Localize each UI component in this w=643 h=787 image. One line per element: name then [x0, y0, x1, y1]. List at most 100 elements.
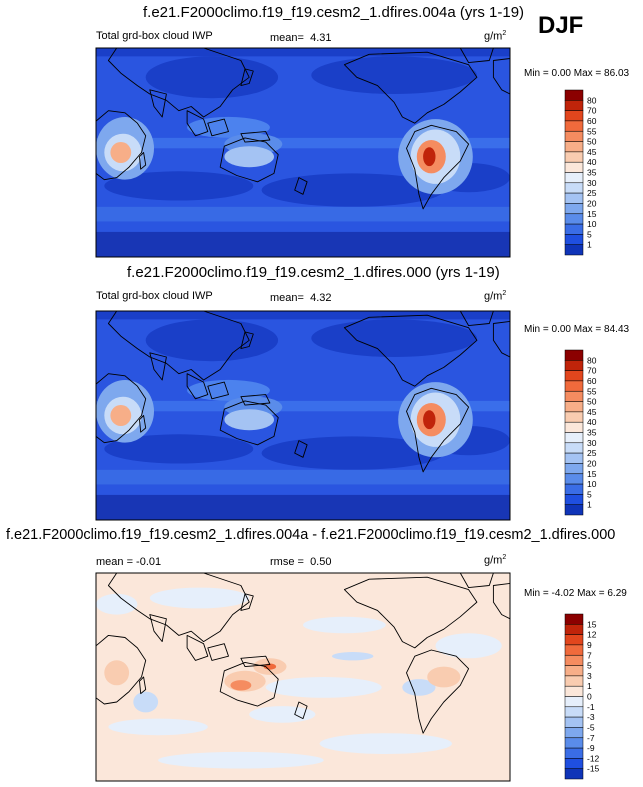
colorbar-swatch: [564, 391, 584, 402]
colorbar-swatch: [564, 120, 584, 132]
colorbar-tick-label: 5: [587, 489, 592, 499]
colorbar-tick-label: 20: [587, 458, 597, 468]
dry-zone: [104, 434, 254, 464]
coastline-india: [149, 89, 167, 118]
colorbar-swatch: [564, 151, 584, 163]
coastline-africa: [96, 110, 147, 181]
colorbar-tick-label: 50: [587, 397, 597, 407]
africa-convection-core: [110, 405, 132, 426]
colorbar-tick-label: 40: [587, 157, 597, 167]
panel1-units: g/m2: [484, 30, 507, 43]
panel3-rmse-label: rmse = 0.50: [270, 556, 332, 568]
polar-band: [96, 494, 510, 520]
coastline-seasia: [186, 110, 209, 137]
panel3-units: g/m2: [484, 554, 507, 567]
colorbar-swatch: [564, 401, 584, 413]
colorbar-swatch: [564, 141, 584, 153]
coastline-europe: [492, 582, 510, 620]
colorbar-tick-label: 50: [587, 137, 597, 147]
colorbar-swatch: [564, 644, 584, 656]
colorbar-swatch: [564, 473, 584, 485]
colorbar-tick-label: 60: [587, 376, 597, 386]
storm-track: [96, 469, 510, 485]
panel2-minmax: Min = 0.00 Max = 84.43: [524, 324, 630, 335]
colorbar-swatch: [564, 665, 584, 677]
coastline-madagascar: [139, 152, 147, 170]
colorbar-swatch: [564, 613, 584, 625]
colorbar-tick-label: 7: [587, 650, 592, 660]
colorbar-tick-label: 35: [587, 168, 597, 178]
coastline-newguinea: [240, 394, 271, 406]
colorbar-swatch: [564, 634, 584, 646]
colorbar-swatch: [564, 182, 584, 194]
colorbar-swatch: [564, 360, 584, 371]
colorbar-swatch: [564, 192, 584, 204]
colorbar-swatch: [564, 110, 584, 122]
colorbar-tick-label: -7: [587, 733, 595, 743]
polar-band: [96, 48, 510, 57]
coastline-asia: [107, 48, 250, 118]
colorbar-swatch: [564, 349, 584, 361]
colorbar-swatch: [564, 655, 584, 666]
colorbar-swatch: [564, 89, 584, 101]
colorbar-swatch: [564, 244, 584, 256]
coastline-madagascar: [139, 415, 147, 433]
colorbar-swatch: [564, 100, 584, 111]
map-frame: [95, 47, 511, 258]
itcz-band: [96, 400, 510, 412]
colorbar-tick-label: 55: [587, 126, 597, 136]
dry-zone: [311, 319, 477, 358]
coastline-borneo: [207, 381, 229, 400]
colorbar-swatch: [564, 768, 584, 780]
panel3-minmax: Min = -4.02 Max = 6.29: [524, 588, 627, 599]
coastline-greenland: [459, 311, 494, 327]
colorbar-tick-label: 3: [587, 671, 592, 681]
colorbar-swatch: [564, 747, 584, 759]
colorbar-tick-label: 15: [587, 619, 597, 629]
storm-track: [96, 206, 510, 222]
positive-anomaly: [104, 660, 130, 686]
colorbar-tick-label: -9: [587, 743, 595, 753]
panel2-mean-label: mean= 4.32: [270, 292, 332, 304]
colorbar-tick-label: 5: [587, 229, 592, 239]
colorbar-swatch: [564, 432, 584, 444]
colorbar-swatch: [564, 504, 584, 516]
colorbar-tick-label: 45: [587, 147, 597, 157]
panel1-mean-label: mean= 4.31: [270, 32, 332, 44]
colorbar-swatch: [564, 716, 584, 728]
colorbar-tick-label: 30: [587, 178, 597, 188]
negative-anomaly: [265, 677, 382, 698]
coastline-australia: [219, 137, 279, 183]
coastline-newguinea: [240, 131, 271, 143]
colorbar-tick-label: 55: [587, 386, 597, 396]
panel3-rmse-value: 0.50: [310, 556, 332, 568]
panel1-title: f.e21.F2000climo.f19_f19.cesm2_1.dfires.…: [143, 4, 525, 21]
australia-convection: [224, 146, 274, 168]
colorbar-tick-label: 25: [587, 188, 597, 198]
colorbar-swatch: [564, 223, 584, 235]
coastline-japan: [240, 593, 254, 611]
colorbar-tick-label: 40: [587, 417, 597, 427]
coastline-europe: [492, 58, 510, 95]
colorbar-swatch: [564, 411, 584, 423]
coastline-australia: [219, 661, 279, 707]
coastline-asia: [107, 311, 250, 381]
panel1-mean-value: 4.31: [310, 32, 332, 44]
colorbar-swatch: [564, 706, 584, 718]
dry-zone: [311, 56, 477, 94]
colorbar-tick-label: 60: [587, 116, 597, 126]
colorbar-tick-label: 0: [587, 692, 592, 702]
colorbar-tick-label: 25: [587, 448, 597, 458]
colorbar-tick-label: 9: [587, 640, 592, 650]
coastline-madagascar: [139, 676, 147, 695]
dry-zone: [145, 319, 279, 362]
negative-anomaly: [249, 706, 316, 723]
dry-zone: [145, 56, 279, 99]
coastline-samerica: [406, 387, 470, 473]
colorbar-tick-label: -3: [587, 712, 595, 722]
colorbar-swatch: [564, 758, 584, 769]
negative-anomaly: [319, 733, 452, 754]
